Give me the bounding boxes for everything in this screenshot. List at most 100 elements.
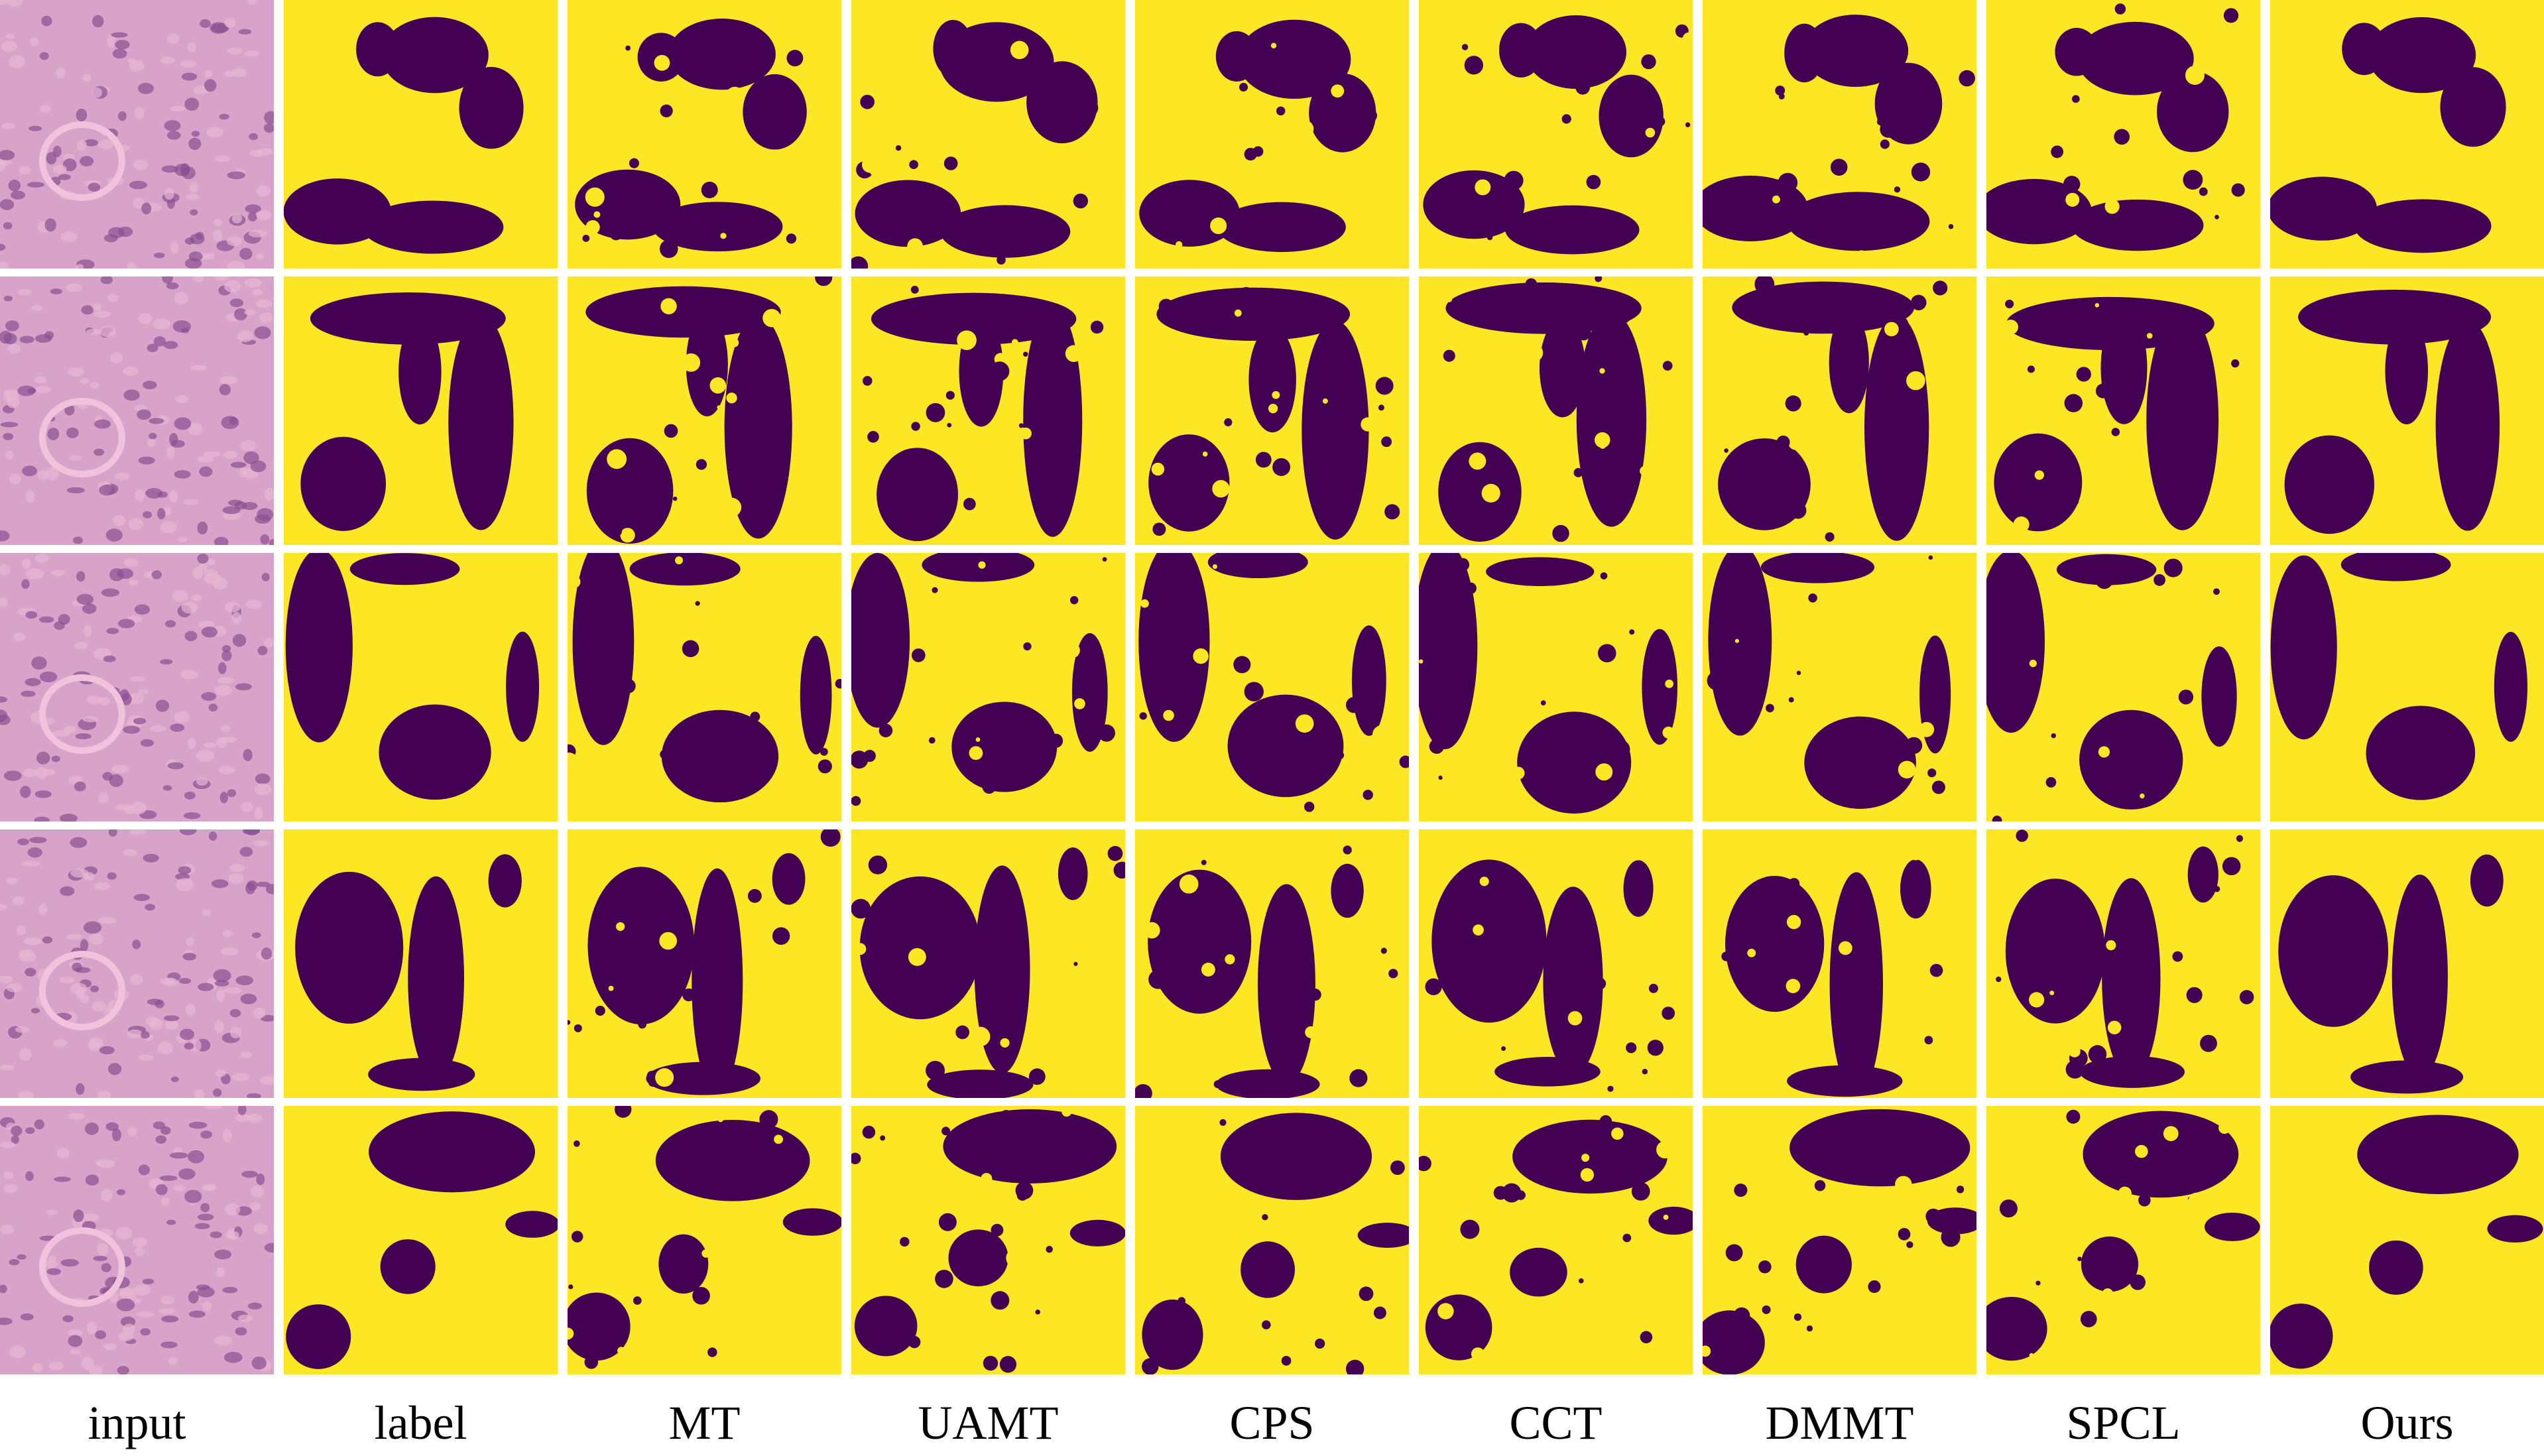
noise-speck (595, 576, 604, 585)
cell-nucleus (149, 418, 164, 424)
noise-speck (911, 648, 926, 662)
background-region (459, 66, 524, 149)
cell-nucleus (52, 730, 70, 737)
background-region (1505, 205, 1640, 255)
cell-nucleus (60, 814, 78, 821)
cell-nucleus (17, 1091, 34, 1098)
cell-nucleus (27, 847, 42, 858)
cell-nucleus (111, 1128, 121, 1142)
cell-nucleus (229, 298, 244, 308)
noise-speck (1042, 339, 1060, 358)
cell-nucleus (118, 111, 127, 121)
noise-speck (1140, 599, 1149, 608)
cell-nucleus (3, 770, 22, 781)
noise-speck (1597, 644, 1616, 662)
noise-speck (1246, 109, 1256, 119)
noise-speck (902, 1144, 915, 1158)
noise-speck (568, 1284, 574, 1290)
cell-nucleus (149, 432, 157, 440)
cell-nucleus (256, 185, 271, 197)
noise-speck (726, 393, 737, 404)
noise-speck (1380, 947, 1387, 954)
noise-speck (1169, 101, 1184, 116)
cell-nucleus (128, 693, 144, 705)
cell-nucleus (82, 716, 99, 723)
noise-speck (2016, 829, 2028, 842)
cell-nucleus (160, 1197, 170, 1206)
noise-speck (1685, 122, 1691, 127)
cell-nucleus (164, 120, 181, 131)
noise-speck (1721, 1151, 1733, 1164)
noise-speck (1517, 1296, 1526, 1305)
cell-nucleus (204, 79, 217, 92)
background-region (1023, 305, 1083, 537)
noise-speck (672, 1213, 682, 1222)
cell-nucleus (19, 949, 34, 959)
background-region (2083, 1111, 2239, 1198)
background-region (568, 1292, 631, 1361)
noise-speck (1841, 377, 1850, 387)
cell-nucleus (84, 625, 92, 637)
cell-nucleus (170, 1076, 179, 1083)
background-region (1703, 1310, 1765, 1374)
noise-speck (1429, 450, 1445, 466)
noise-speck (1662, 1006, 1675, 1020)
noise-speck (2029, 992, 2045, 1008)
noise-speck (2094, 303, 2100, 308)
noise-speck (1894, 186, 1901, 193)
cell-nucleus (81, 1213, 99, 1222)
noise-speck (1641, 54, 1656, 70)
image-content (0, 0, 274, 269)
cell-nucleus (264, 1243, 274, 1253)
image-content (1135, 829, 1409, 1098)
noise-speck (759, 1110, 778, 1129)
noise-speck (2027, 365, 2035, 373)
cell-nucleus (107, 293, 119, 302)
noise-speck (1212, 480, 1230, 498)
noise-speck (638, 1020, 647, 1029)
noise-speck (722, 497, 742, 517)
noise-speck (1959, 70, 1975, 87)
noise-speck (782, 1058, 788, 1064)
mask-image (1703, 276, 1976, 545)
noise-speck (949, 277, 962, 291)
noise-speck (1703, 1119, 1709, 1128)
noise-speck (2077, 641, 2087, 651)
noise-speck (1911, 1052, 1920, 1062)
noise-speck (981, 208, 999, 226)
noise-speck (2153, 574, 2166, 586)
cell-nucleus (97, 917, 117, 924)
cell-nucleus (127, 1126, 137, 1136)
cell-nucleus (219, 384, 231, 396)
noise-speck (621, 678, 636, 694)
noise-speck (1088, 149, 1101, 162)
noise-speck (660, 104, 673, 117)
background-region (1494, 1057, 1601, 1087)
cell-nucleus (128, 579, 139, 586)
cell-nucleus (0, 597, 9, 607)
cell-nucleus (15, 1026, 30, 1033)
noise-speck (655, 806, 670, 821)
cell-nucleus (200, 1130, 212, 1139)
cell-nucleus (0, 975, 13, 983)
noise-speck (1950, 1208, 1962, 1220)
cell-nucleus (190, 209, 198, 215)
noise-speck (977, 1086, 992, 1098)
background-region (1803, 15, 1909, 88)
cell-nucleus (85, 1174, 99, 1186)
noise-speck (725, 86, 745, 105)
cell-nucleus (188, 422, 203, 436)
noise-speck (1010, 40, 1029, 60)
noise-speck (1141, 281, 1158, 297)
noise-speck (2095, 383, 2111, 398)
column-label: label (375, 1396, 467, 1449)
cell-nucleus (160, 659, 173, 665)
cell-nucleus (86, 1321, 97, 1335)
noise-speck (585, 187, 605, 207)
noise-speck (1331, 84, 1345, 98)
cell-nucleus (183, 812, 201, 819)
cell-nucleus (107, 872, 117, 880)
noise-speck (1567, 1010, 1583, 1026)
cell-nucleus (176, 878, 194, 892)
cell-nucleus (95, 1330, 107, 1339)
